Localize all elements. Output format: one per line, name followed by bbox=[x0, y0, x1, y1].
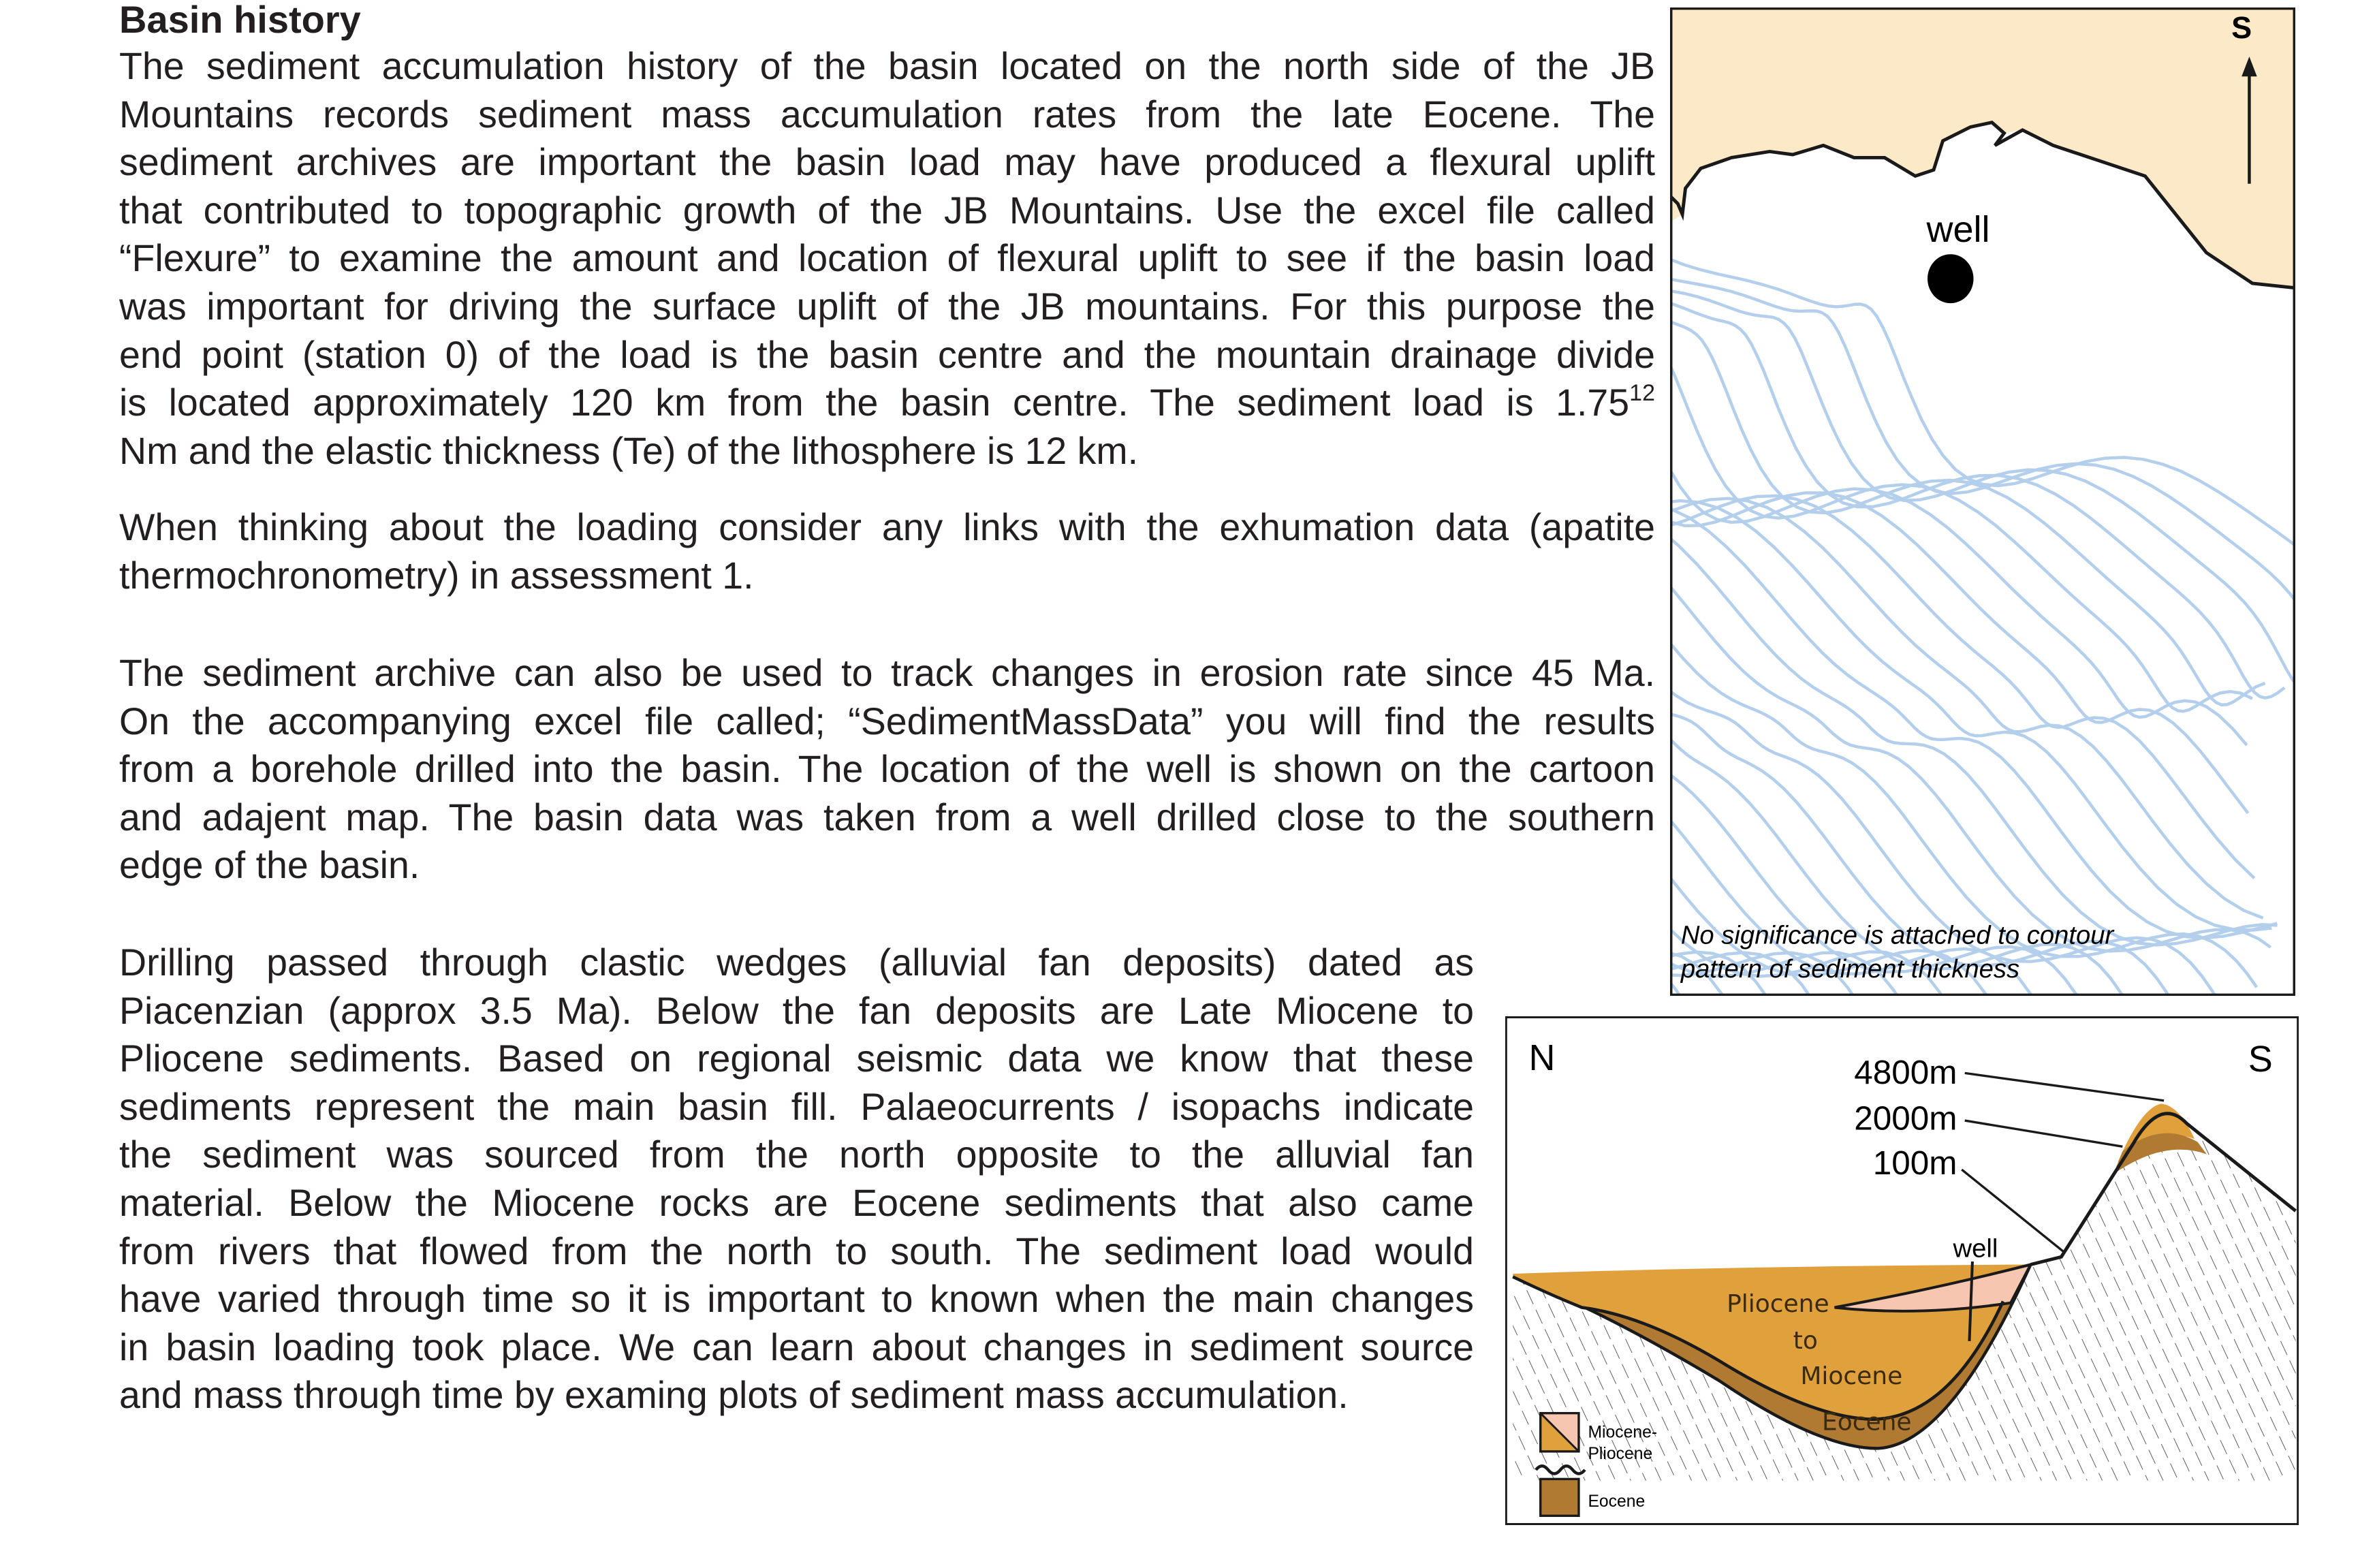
diagram-frame bbox=[1505, 1016, 2299, 1525]
map-caption-line: No significance is attached to contour bbox=[1681, 921, 2116, 950]
contour-line bbox=[1670, 927, 1944, 996]
contour-line bbox=[1670, 772, 2079, 996]
text-line: When thinking about the loading consider… bbox=[119, 506, 1655, 548]
text-line: material. Below the Miocene rocks are Eo… bbox=[119, 1181, 1474, 1224]
text-line: from a borehole drilled into the basin. … bbox=[119, 748, 1655, 791]
north-label: N bbox=[1528, 1037, 1555, 1078]
contour-line bbox=[1670, 689, 2218, 996]
well-marker-icon bbox=[1928, 254, 1974, 304]
text-line: Drilling passed through clastic wedges (… bbox=[119, 941, 1474, 984]
text-line: and mass through time by examing plots o… bbox=[119, 1374, 1349, 1417]
text-segment: is located approximately 120 km from the… bbox=[119, 381, 1630, 424]
text-line: The sediment accumulation history of the… bbox=[119, 45, 1655, 87]
peak-cap-eocene bbox=[2113, 1133, 2207, 1174]
eocene-top-boundary bbox=[1512, 1275, 2004, 1421]
text-line: have varied through time so it is import… bbox=[119, 1278, 1474, 1321]
text-line: Nm and the elastic thickness (Te) of the… bbox=[119, 429, 1139, 472]
leader-line bbox=[1961, 1168, 2065, 1253]
paragraph-drilling: Drilling passed through clastic wedges (… bbox=[119, 939, 1474, 1420]
legend-swatch-eocene bbox=[1539, 1477, 1580, 1518]
contour-line bbox=[1670, 257, 2295, 548]
contour-line bbox=[1670, 289, 2295, 686]
text-line: sediment archives are important the basi… bbox=[119, 141, 1655, 184]
text-line: was important for driving the surface up… bbox=[119, 285, 1655, 328]
text-line: end point (station 0) of the load is the… bbox=[119, 333, 1655, 376]
text-line: the sediment was sourced from the north … bbox=[119, 1133, 1474, 1176]
text-line: edge of the basin. bbox=[119, 844, 420, 887]
contour-line bbox=[1670, 951, 1855, 996]
section-title: Basin history bbox=[119, 0, 361, 41]
unit-label: Miocene bbox=[1800, 1362, 1902, 1390]
text-line: The sediment archive can also be used to… bbox=[119, 652, 1655, 694]
contour-line bbox=[1670, 491, 2250, 815]
text-line: thermochronometry) in assessment 1. bbox=[119, 554, 754, 597]
text-line: sediments represent the main basin fill.… bbox=[119, 1085, 1474, 1128]
text-line: from rivers that flowed from the north t… bbox=[119, 1229, 1474, 1272]
contour-line bbox=[1670, 497, 2264, 920]
coastline bbox=[1670, 121, 2295, 290]
direction-arrow-icon bbox=[2242, 56, 2257, 184]
well-label: well bbox=[1926, 209, 1990, 250]
text-line: is located approximately 120 km from the… bbox=[119, 379, 1655, 427]
contour-line bbox=[1670, 536, 2278, 947]
text-line: On the accompanying excel file called; “… bbox=[119, 700, 1655, 742]
text-line: in basin loading took place. We can lear… bbox=[119, 1326, 1474, 1368]
legend: Miocene- Pliocene Eocene bbox=[1535, 1411, 1657, 1518]
contour-line bbox=[1670, 362, 2253, 713]
elevation-label: 4800m bbox=[1854, 1054, 1957, 1091]
ground-surface bbox=[2030, 1112, 2297, 1266]
unit-label: to bbox=[1793, 1327, 1818, 1355]
text-line: that contributed to topographic growth o… bbox=[119, 189, 1655, 232]
paragraph-loading: When thinking about the loading consider… bbox=[119, 503, 1655, 599]
legend-label: Pliocene bbox=[1588, 1445, 1652, 1463]
text-line: “Flexure” to examine the amount and loca… bbox=[119, 237, 1655, 280]
legend-swatch-pink bbox=[1540, 1413, 1579, 1452]
cross-section-diagram: well N S 4800m 2000m 100m Pliocene to Mi… bbox=[1505, 1016, 2299, 1525]
contour-line bbox=[1670, 951, 1812, 996]
leader-line bbox=[1964, 1071, 2165, 1102]
contour-line bbox=[1670, 301, 2286, 700]
text-line: and adajent map. The basin data was take… bbox=[119, 796, 1655, 838]
map-caption-line: pattern of sediment thickness bbox=[1680, 954, 2019, 984]
contour-line bbox=[1670, 817, 2034, 996]
land-area bbox=[1670, 7, 2295, 288]
contour-line bbox=[1670, 319, 2266, 707]
direction-label: S bbox=[2231, 10, 2252, 45]
contour-line bbox=[1670, 712, 2171, 996]
legend-label: Eocene bbox=[1588, 1492, 1645, 1511]
unconformity-icon bbox=[1535, 1464, 1586, 1475]
pink-lens bbox=[1834, 1262, 2034, 1313]
contour-line bbox=[1670, 467, 2248, 747]
contour-line bbox=[1670, 507, 2278, 940]
paragraph-flexure: The sediment accumulation history of the… bbox=[119, 42, 1655, 475]
basin-map: S well No significance is attached to co… bbox=[1670, 7, 2295, 996]
elevation-label: 100m bbox=[1873, 1144, 1957, 1182]
contour-lines bbox=[1670, 257, 2295, 996]
unit-label: Pliocene bbox=[1727, 1290, 1829, 1318]
contour-line bbox=[1670, 499, 2272, 932]
unit-label: Eocene bbox=[1822, 1408, 1912, 1436]
well-label: well bbox=[1953, 1234, 1998, 1263]
elevation-label: 2000m bbox=[1854, 1100, 1957, 1138]
contour-line bbox=[1670, 640, 2259, 988]
paragraph-sediment-archive: The sediment archive can also be used to… bbox=[119, 649, 1655, 890]
text-line: Pliocene sediments. Based on regional se… bbox=[119, 1037, 1474, 1080]
text-line: Mountains records sediment mass accumula… bbox=[119, 93, 1655, 136]
legend-label: Miocene- bbox=[1588, 1424, 1657, 1442]
contour-line bbox=[1670, 736, 2125, 996]
well-line bbox=[1968, 1261, 1974, 1342]
map-frame bbox=[1670, 7, 2295, 996]
leader-line bbox=[1964, 1119, 2123, 1148]
south-label: S bbox=[2248, 1039, 2273, 1080]
superscript: 12 bbox=[1629, 380, 1655, 407]
text-line: Piacenzian (approx 3.5 Ma). Below the fa… bbox=[119, 989, 1474, 1032]
contour-line bbox=[1670, 494, 2256, 879]
